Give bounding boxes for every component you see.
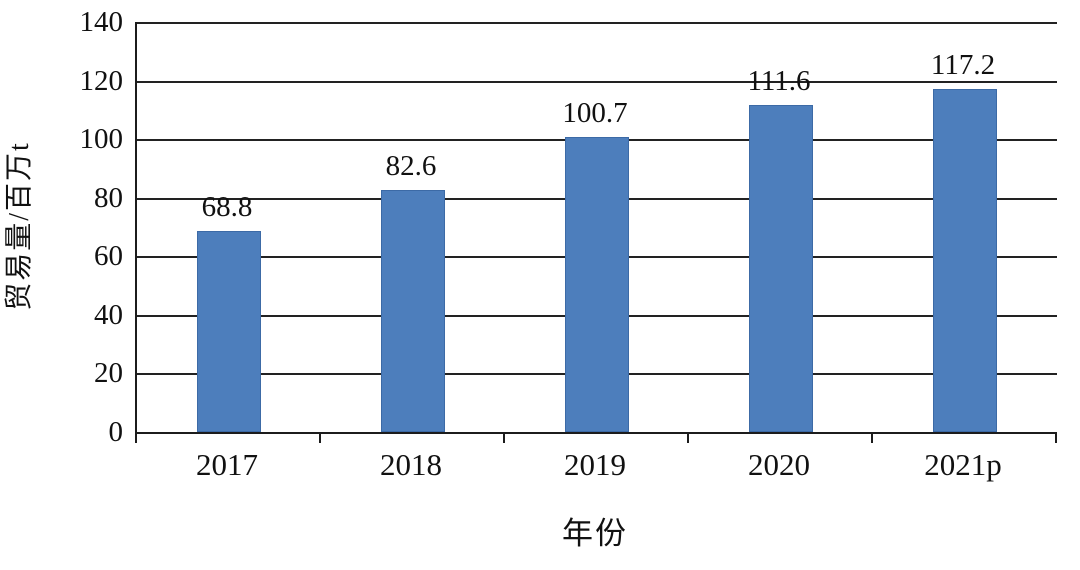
bar [749, 105, 813, 432]
bar-value-label: 82.6 [385, 150, 437, 183]
gridline [137, 22, 1057, 24]
x-tick-label: 2017 [196, 447, 258, 482]
y-tick-label: 140 [79, 6, 124, 38]
bar-value-label: 68.8 [201, 190, 253, 223]
bar [381, 190, 445, 432]
bar [565, 137, 629, 432]
y-tick-label: 80 [94, 181, 123, 214]
y-tick-label: 20 [94, 357, 123, 390]
y-tick-label: 60 [94, 240, 123, 273]
x-axis-title: 年份 [562, 516, 628, 551]
x-tick-label: 2021p [924, 447, 1002, 482]
y-axis-title: 贸易量/百万t [4, 141, 35, 311]
x-axis-tick [687, 434, 689, 443]
y-tick-label: 120 [79, 64, 124, 97]
bar [197, 230, 261, 432]
x-axis-tick [135, 434, 137, 443]
x-tick-label: 2018 [380, 447, 442, 482]
x-tick-label: 2020 [748, 447, 810, 482]
plot-area [135, 22, 1057, 434]
x-tick-label: 2019 [564, 447, 626, 482]
y-tick-label: 100 [79, 123, 124, 156]
x-axis-tick [1055, 434, 1057, 443]
y-tick-label: 0 [108, 416, 124, 448]
x-axis-tick [503, 434, 505, 443]
bar-value-label: 100.7 [562, 97, 628, 130]
bar-value-label: 117.2 [930, 48, 996, 81]
bar [933, 88, 997, 432]
x-axis-tick [319, 434, 321, 443]
x-axis-tick [871, 434, 873, 443]
bar-value-label: 111.6 [747, 65, 811, 98]
y-tick-label: 40 [94, 298, 123, 331]
gridline [137, 80, 1057, 83]
